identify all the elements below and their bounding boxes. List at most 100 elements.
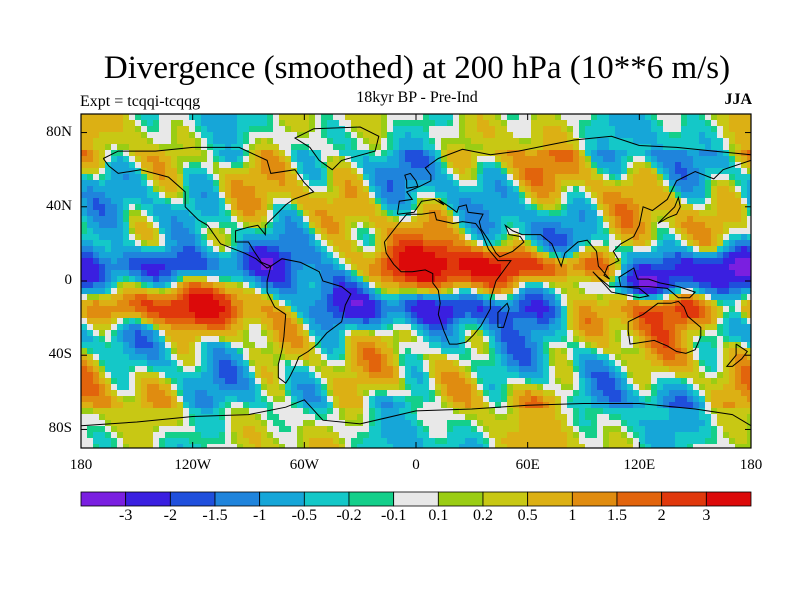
field-cell — [699, 282, 706, 289]
field-cell — [537, 372, 544, 379]
field-cell — [561, 354, 568, 361]
field-cell — [87, 348, 94, 355]
field-cell — [393, 252, 400, 259]
field-cell — [483, 138, 490, 145]
field-cell — [519, 342, 526, 349]
field-cell — [747, 228, 751, 235]
field-cell — [441, 198, 448, 205]
field-cell — [351, 288, 358, 295]
field-cell — [741, 192, 748, 199]
field-cell — [147, 246, 154, 253]
field-cell — [303, 120, 310, 127]
field-cell — [411, 306, 418, 313]
field-cell — [675, 288, 682, 295]
field-cell — [171, 192, 178, 199]
field-cell — [123, 120, 130, 127]
field-cell — [375, 306, 382, 313]
field-cell — [639, 372, 646, 379]
field-cell — [645, 348, 652, 355]
field-cell — [285, 144, 292, 151]
field-cell — [663, 192, 670, 199]
field-cell — [561, 360, 568, 367]
field-cell — [471, 336, 478, 343]
field-cell — [309, 204, 316, 211]
field-cell — [597, 324, 604, 331]
field-cell — [477, 186, 484, 193]
field-cell — [465, 138, 472, 145]
field-cell — [285, 342, 292, 349]
field-cell — [747, 144, 751, 151]
field-cell — [135, 252, 142, 259]
field-cell — [495, 114, 502, 121]
field-cell — [729, 198, 736, 205]
field-cell — [153, 282, 160, 289]
field-cell — [327, 312, 334, 319]
field-cell — [279, 294, 286, 301]
field-cell — [309, 378, 316, 385]
field-cell — [423, 156, 430, 163]
field-cell — [165, 360, 172, 367]
field-cell — [255, 324, 262, 331]
field-cell — [117, 264, 124, 271]
field-cell — [279, 192, 286, 199]
field-cell — [363, 180, 370, 187]
field-cell — [159, 198, 166, 205]
field-cell — [591, 234, 598, 241]
field-cell — [471, 240, 478, 247]
field-cell — [93, 228, 100, 235]
field-cell — [237, 234, 244, 241]
field-cell — [225, 150, 232, 157]
field-cell — [195, 210, 202, 217]
field-cell — [393, 132, 400, 139]
field-cell — [417, 360, 424, 367]
field-cell — [387, 246, 394, 253]
field-cell — [87, 270, 94, 277]
field-cell — [693, 348, 700, 355]
field-cell — [309, 132, 316, 139]
field-cell — [699, 306, 706, 313]
field-cell — [465, 282, 472, 289]
field-cell — [111, 330, 118, 337]
field-cell — [429, 342, 436, 349]
field-cell — [729, 168, 736, 175]
field-cell — [213, 162, 220, 169]
field-cell — [717, 120, 724, 127]
field-cell — [369, 288, 376, 295]
field-cell — [399, 228, 406, 235]
field-cell — [669, 258, 676, 265]
field-cell — [141, 360, 148, 367]
field-cell — [723, 276, 730, 283]
field-cell — [555, 198, 562, 205]
field-cell — [741, 276, 748, 283]
field-cell — [99, 348, 106, 355]
field-cell — [315, 360, 322, 367]
field-cell — [363, 276, 370, 283]
field-cell — [219, 174, 226, 181]
field-cell — [645, 204, 652, 211]
field-cell — [231, 216, 238, 223]
field-cell — [369, 354, 376, 361]
field-cell — [639, 204, 646, 211]
field-cell — [495, 132, 502, 139]
field-cell — [615, 360, 622, 367]
field-cell — [201, 318, 208, 325]
field-cell — [171, 252, 178, 259]
field-cell — [201, 186, 208, 193]
field-cell — [651, 300, 658, 307]
field-cell — [627, 288, 634, 295]
field-cell — [711, 342, 718, 349]
field-cell — [189, 120, 196, 127]
field-cell — [327, 180, 334, 187]
field-cell — [477, 210, 484, 217]
field-cell — [519, 120, 526, 127]
field-cell — [87, 132, 94, 139]
field-cell — [225, 192, 232, 199]
field-cell — [423, 342, 430, 349]
field-cell — [237, 252, 244, 259]
field-cell — [189, 300, 196, 307]
field-cell — [621, 330, 628, 337]
field-cell — [291, 360, 298, 367]
field-cell — [495, 348, 502, 355]
field-cell — [603, 264, 610, 271]
field-cell — [177, 198, 184, 205]
